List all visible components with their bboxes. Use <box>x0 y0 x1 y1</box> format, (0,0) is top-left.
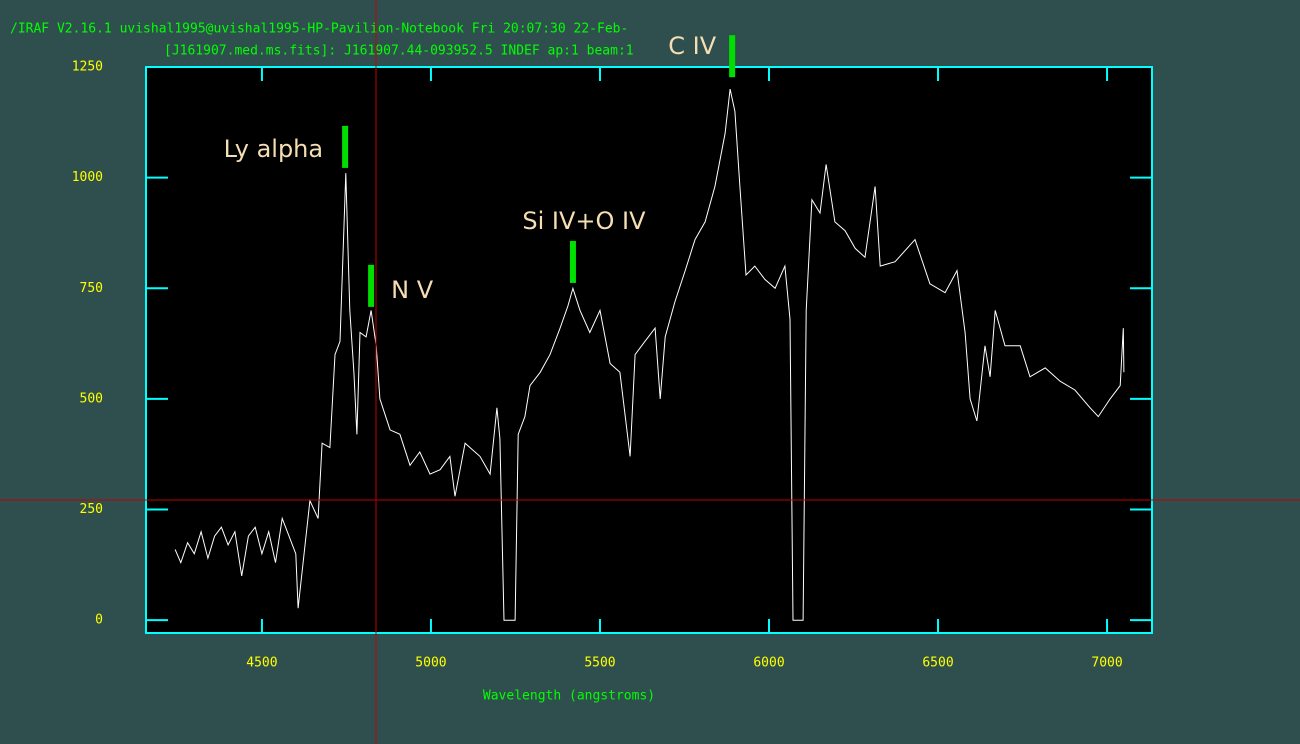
spectrum-line <box>174 88 1125 621</box>
y-tick-label: 0 <box>95 613 103 628</box>
x-tick-label: 4500 <box>246 656 277 671</box>
y-tick-label: 1250 <box>72 60 103 75</box>
line-label: Si IV+O IV <box>522 207 646 235</box>
line-marker <box>569 240 576 283</box>
line-marker <box>342 125 349 168</box>
line-label: N V <box>391 276 434 304</box>
x-tick-label: 5000 <box>415 656 446 671</box>
x-axis-label: Wavelength (angstroms) <box>483 689 655 704</box>
x-tick-label: 5500 <box>584 656 615 671</box>
line-label: C IV <box>668 32 716 60</box>
y-tick-label: 750 <box>80 281 103 296</box>
line-label: Ly alpha <box>224 135 324 163</box>
line-marker <box>368 264 375 307</box>
x-tick-label: 6500 <box>922 656 953 671</box>
y-tick-label: 500 <box>80 391 103 406</box>
line-marker <box>729 35 736 78</box>
chart-title: /IRAF V2.16.1 uvishal1995@uvishal1995-HP… <box>10 22 628 37</box>
x-tick-label: 6000 <box>753 656 784 671</box>
chart-subtitle: [J161907.med.ms.fits]: J161907.44-093952… <box>164 44 634 59</box>
y-tick-label: 250 <box>80 502 103 517</box>
x-tick-label: 7000 <box>1091 656 1122 671</box>
y-tick-label: 1000 <box>72 170 103 185</box>
plot-layer: 0 250 500 750 1000 1250 4500 5000 5500 6000 6500 70… <box>72 32 1152 671</box>
